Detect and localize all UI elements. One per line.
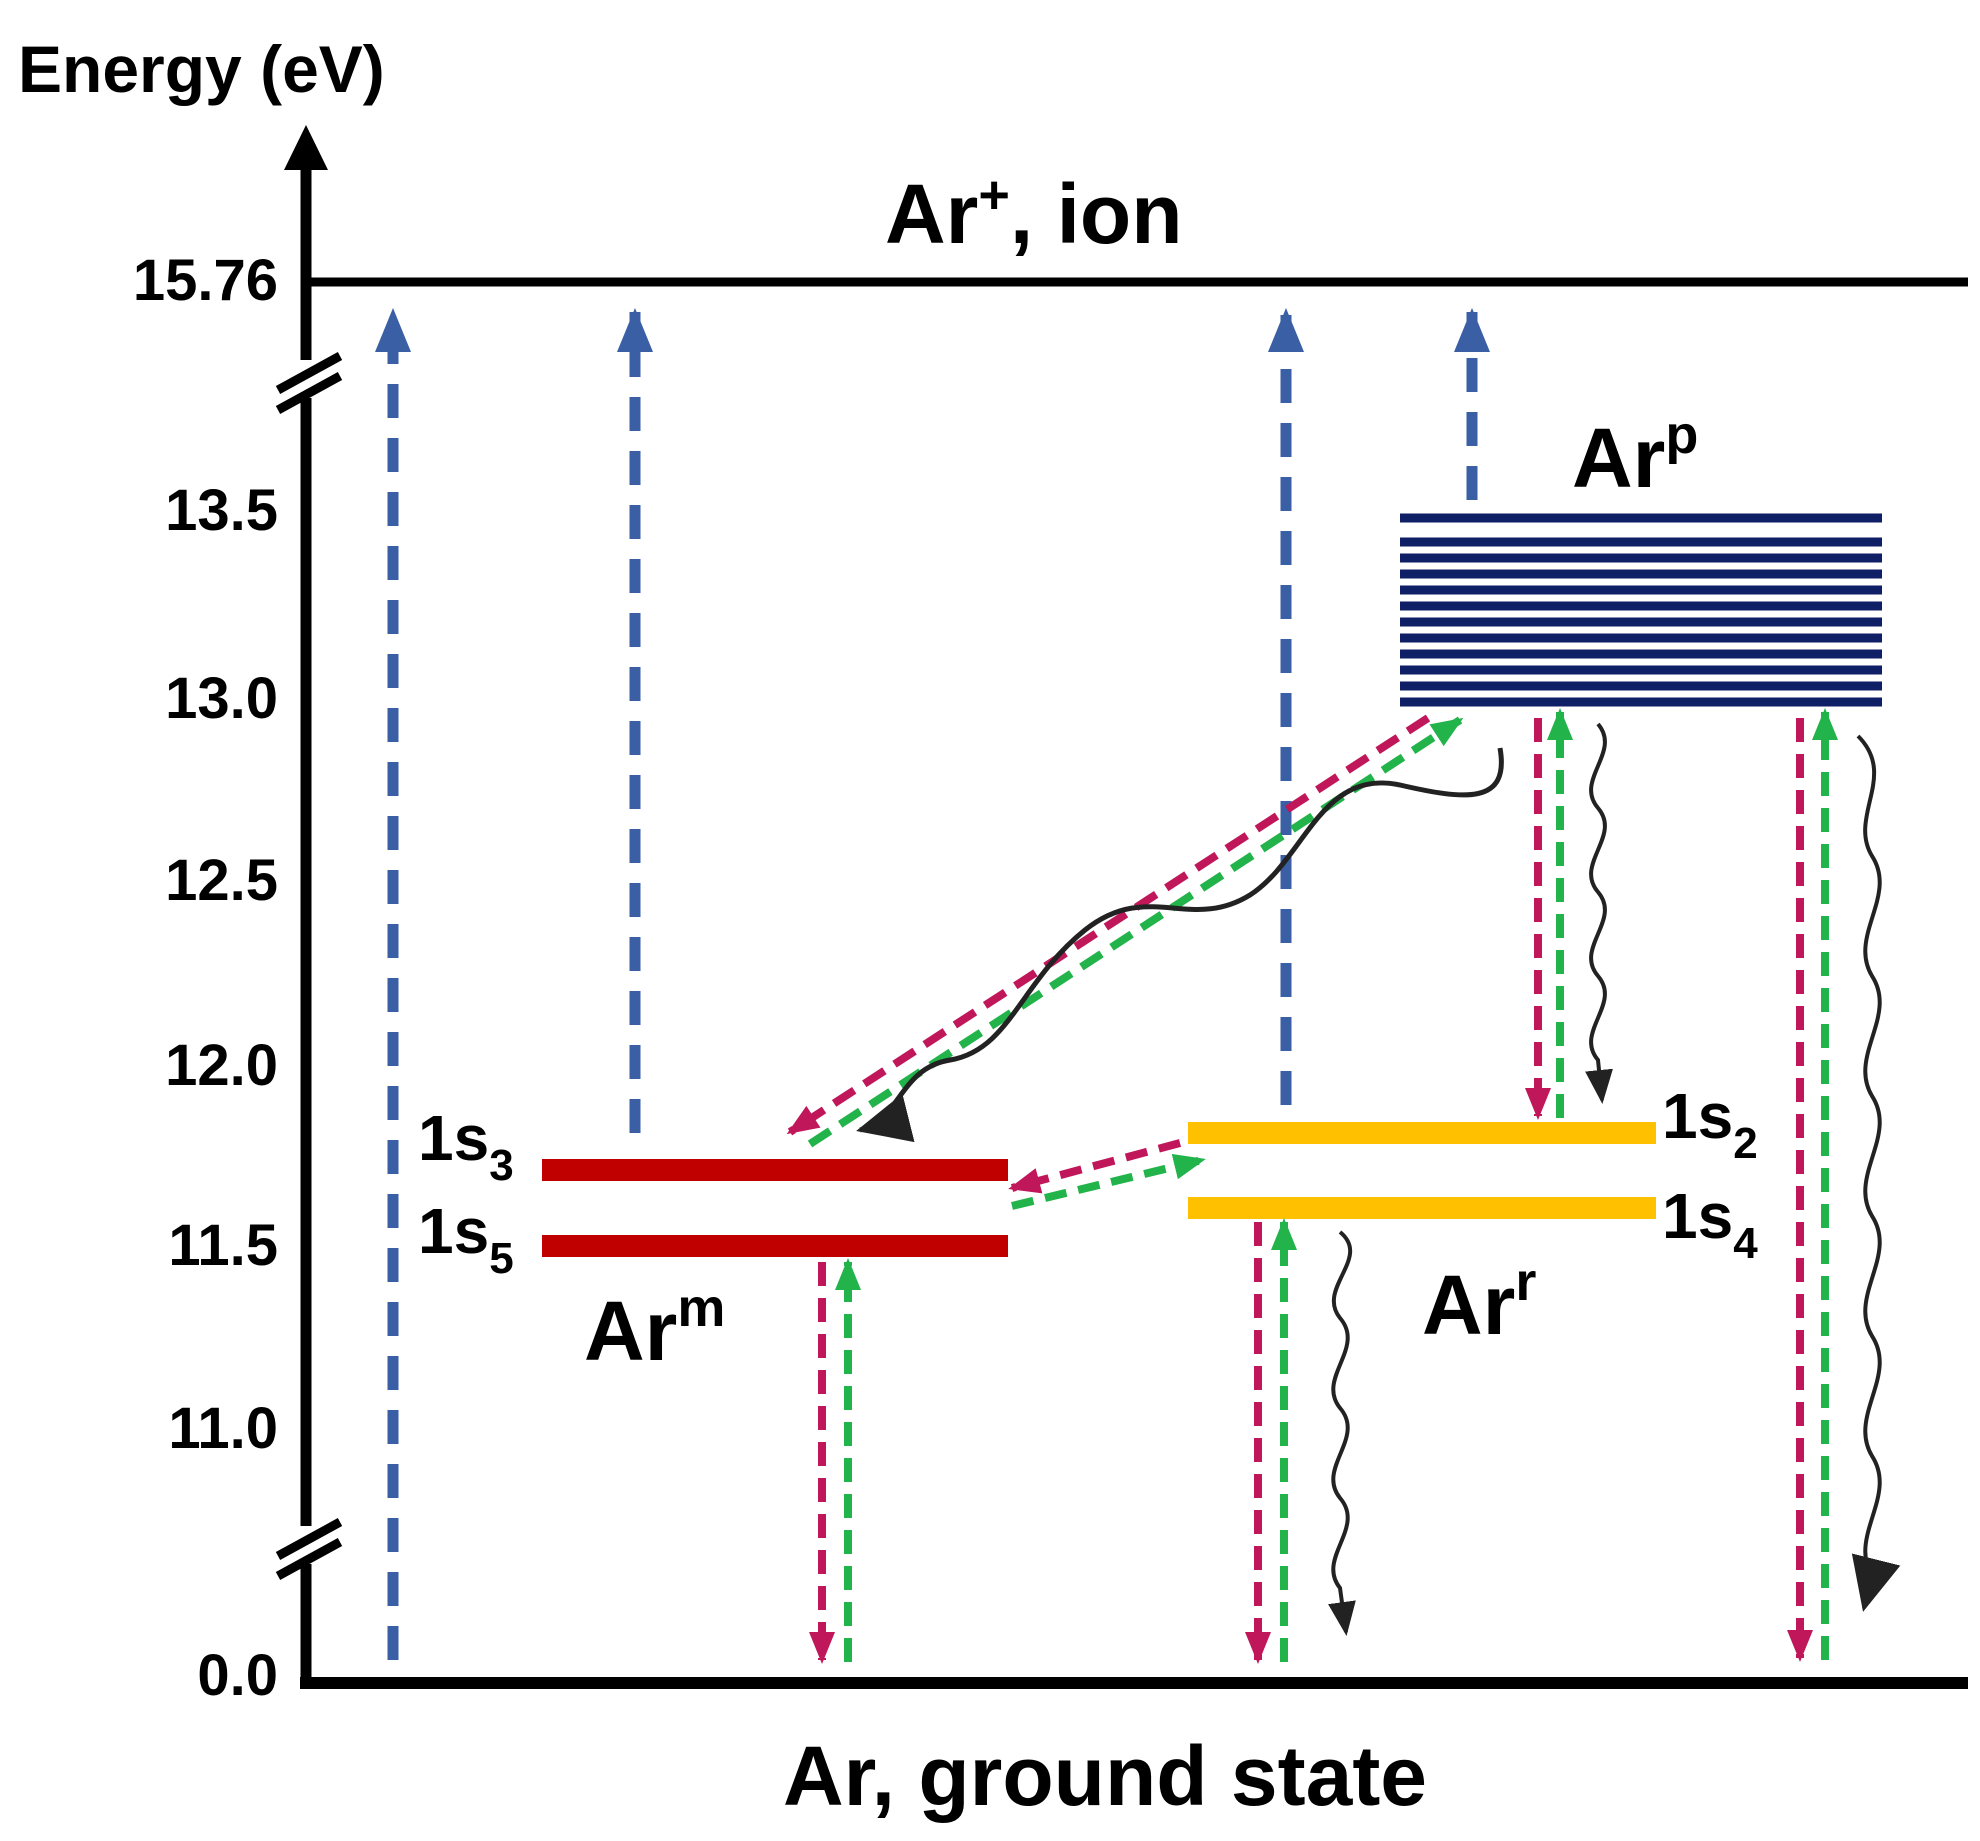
radiative-decay-arp-to-1s2 [1585, 722, 1613, 1104]
arr-label: Arr [1422, 1252, 1536, 1352]
tick-label-13-5: 13.5 [165, 478, 278, 543]
tick-label-0-0: 0.0 [197, 1643, 278, 1708]
axes [275, 125, 1968, 1689]
arp-label: Arp [1572, 405, 1698, 505]
tick-label-11-5: 11.5 [168, 1213, 278, 1278]
axis-break-mark [275, 1538, 343, 1580]
ion-level-label: Ar+, ion [885, 165, 1183, 261]
ground-state-label: Ar, ground state [783, 1729, 1427, 1823]
level-1s4-label: 1s4 [1662, 1180, 1758, 1268]
y-axis-arrowhead [284, 125, 328, 170]
arp-level-lines [1400, 513, 1882, 707]
axis-break-mark [275, 1518, 343, 1560]
tick-label-11-0: 11.0 [168, 1396, 278, 1461]
axis-break-mark [275, 352, 343, 394]
radiative-decay-arp-to-arm [856, 747, 1504, 1143]
tick-label-12-5: 12.5 [165, 848, 278, 913]
level-1s5-label: 1s5 [418, 1195, 514, 1283]
tick-label-13-0: 13.0 [165, 666, 278, 731]
de-excitation-arrow-arr-to-arm [1008, 1139, 1182, 1194]
level-1s3-label: 1s3 [418, 1102, 514, 1190]
de-excitation-arrow-arp-to-arm [786, 714, 1431, 1136]
ionization-arrows [375, 308, 1490, 1660]
radiative-decay-arp-to-ground [1851, 734, 1901, 1612]
arm-label: Arm [584, 1278, 725, 1378]
radiative-decay-arr-to-ground [1328, 1230, 1356, 1636]
tick-label-12-0: 12.0 [165, 1033, 278, 1098]
y-axis-tick-labels: 15.76 13.5 13.0 12.5 12.0 11.5 11.0 0.0 [133, 248, 278, 1708]
tick-label-15-76: 15.76 [133, 248, 278, 313]
level-1s2-label: 1s2 [1662, 1080, 1758, 1168]
axis-break-mark [275, 372, 343, 414]
y-axis-title: Energy (eV) [18, 32, 385, 106]
